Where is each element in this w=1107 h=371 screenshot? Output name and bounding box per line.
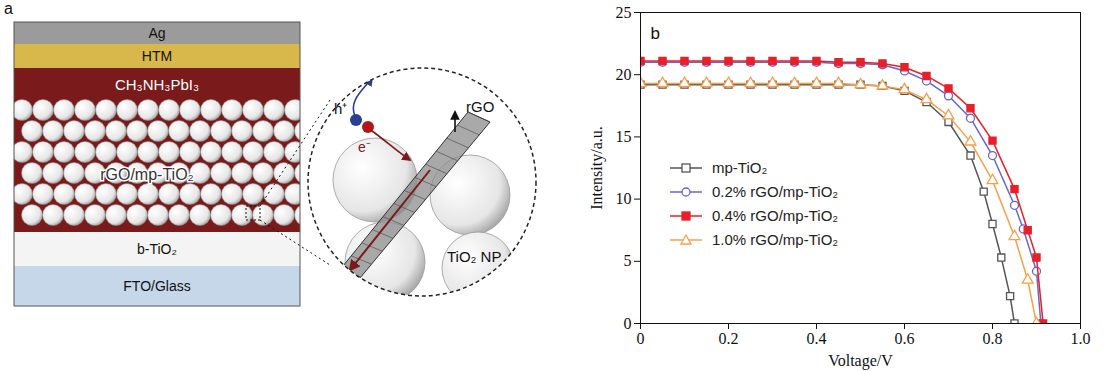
- svg-text:b: b: [651, 24, 660, 43]
- svg-text:Voltage/V: Voltage/V: [828, 352, 893, 370]
- svg-text:15: 15: [616, 128, 632, 145]
- svg-text:20: 20: [616, 66, 632, 83]
- svg-text:1.0: 1.0: [1071, 330, 1091, 347]
- svg-text:h⁺: h⁺: [334, 100, 347, 117]
- svg-text:0.4: 0.4: [807, 330, 827, 347]
- svg-text:0.6: 0.6: [895, 330, 915, 347]
- html-text:1.0% rGO/mp-TiO₂: 1.0% rGO/mp-TiO₂: [712, 231, 839, 248]
- svg-text:10: 10: [616, 190, 632, 207]
- svg-text:5: 5: [624, 252, 632, 269]
- html-text:0.4% rGO/mp-TiO₂: 0.4% rGO/mp-TiO₂: [712, 207, 839, 224]
- svg-text:CH₃NH₃PbI₃: CH₃NH₃PbI₃: [115, 76, 199, 93]
- svg-text:0.2: 0.2: [719, 330, 739, 347]
- svg-text:TiO₂ NP: TiO₂ NP: [447, 248, 501, 265]
- svg-text:e⁻: e⁻: [358, 139, 371, 155]
- svg-text:25: 25: [616, 4, 632, 21]
- svg-text:HTM: HTM: [142, 48, 172, 64]
- svg-text:a: a: [4, 0, 13, 17]
- svg-text:rGO/mp-TiO₂: rGO/mp-TiO₂: [100, 166, 194, 183]
- svg-text:FTO/Glass: FTO/Glass: [123, 278, 190, 294]
- svg-text:0.8: 0.8: [983, 330, 1003, 347]
- svg-text:0: 0: [637, 330, 645, 347]
- svg-text:Intensity/a.u.: Intensity/a.u.: [588, 126, 606, 210]
- html-text:0.2% rGO/mp-TiO₂: 0.2% rGO/mp-TiO₂: [712, 183, 839, 200]
- svg-text:b-TiO₂: b-TiO₂: [137, 241, 177, 257]
- svg-text:rGO: rGO: [466, 98, 494, 115]
- svg-text:Ag: Ag: [148, 25, 165, 41]
- svg-text:0: 0: [624, 315, 632, 332]
- html-text:mp-TiO₂: mp-TiO₂: [712, 159, 768, 176]
